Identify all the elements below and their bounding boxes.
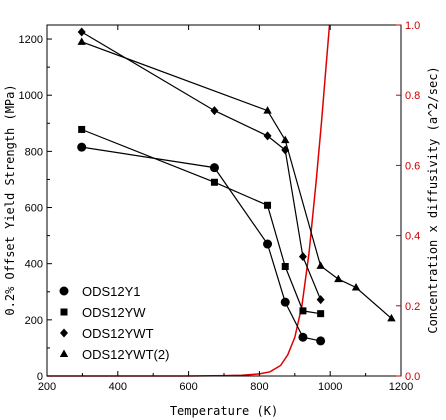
y2-tick-label: 0.4 [405,231,420,243]
data-point-circle [298,332,308,342]
data-point-triangle [334,274,343,283]
data-point-square [264,201,272,209]
data-point-triangle [263,106,272,114]
data-point-triangle [387,313,396,322]
data-point-diamond [77,27,86,37]
y2-tick-label: 0.0 [405,371,420,383]
y2-axis-title: Concentration x diffusivity (a^2/sec) [426,66,440,333]
data-point-triangle [351,283,361,291]
data-point-square [78,125,86,133]
legend-marker-square [60,308,68,316]
series-ods12ywt-2- [77,37,396,322]
legend-marker-triangle [59,349,69,357]
series-line [81,31,322,300]
data-point-triangle [316,261,325,269]
y-tick-label: 0 [37,371,43,383]
data-point-circle [263,239,273,249]
data-point-circle [316,336,326,346]
data-point-square [299,307,307,315]
legend-marker-circle [59,286,69,296]
x-axis-title: Temperature (K) [170,404,278,418]
x-tick-label: 1000 [318,381,342,393]
data-point-square [210,178,218,186]
y-tick-label: 200 [25,315,43,327]
legend-marker-diamond [60,328,68,338]
x-tick-label: 1200 [389,381,413,393]
y-axis-title: 0.2% Offset Yield Strength (MPa) [3,84,17,315]
data-point-circle [209,163,219,173]
series-line [81,41,392,319]
data-point-diamond [298,252,307,262]
x-tick-label: 600 [179,381,197,393]
y-tick-label: 1000 [19,90,43,102]
y-tick-label: 600 [25,203,43,215]
y-tick-label: 800 [25,146,43,158]
series-ods12yw [78,125,325,318]
y2-tick-label: 0.6 [405,160,420,172]
x-tick-label: 400 [109,381,127,393]
data-point-circle [280,297,290,307]
y2-tick-label: 0.2 [405,301,420,313]
legend-label: ODS12YWT [82,326,154,341]
data-point-diamond [316,295,325,305]
legend-label: ODS12Y1 [82,284,141,299]
x-tick-label: 200 [38,381,56,393]
y2-tick-label: 1.0 [405,20,420,32]
data-point-diamond [210,106,219,116]
data-point-diamond [263,131,272,141]
series-ods12ywt [77,27,325,305]
data-point-triangle [281,135,290,144]
data-point-circle [77,142,87,152]
legend-label: ODS12YWT(2) [82,347,169,362]
diffusivity-curve [47,24,331,377]
data-point-square [281,262,289,270]
y2-tick-label: 0.8 [405,90,420,102]
data-point-triangle [77,37,86,45]
legend-label: ODS12YW [82,305,146,320]
y-tick-label: 1200 [19,34,43,46]
data-point-square [317,310,325,318]
series-ods12y1 [77,142,326,346]
y-tick-label: 400 [25,259,43,271]
x-tick-label: 800 [250,381,268,393]
plot-frame [46,24,402,377]
